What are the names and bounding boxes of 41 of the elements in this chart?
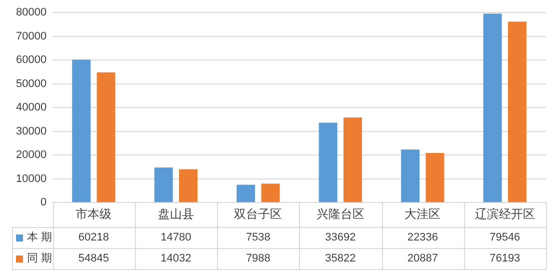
y-tick-label: 60000	[16, 54, 47, 66]
data-label: 54845	[78, 252, 110, 265]
bar	[318, 122, 338, 202]
data-label: 76193	[490, 252, 520, 265]
bar	[401, 150, 420, 202]
x-tick-label: 双台子区	[234, 207, 282, 222]
x-tick-label: 兴隆台区	[316, 207, 364, 222]
y-tick-label: 20000	[16, 149, 47, 162]
bar	[343, 118, 362, 202]
bar	[483, 14, 502, 202]
data-label: 7988	[246, 252, 270, 265]
data-label: 22336	[407, 232, 438, 244]
y-tick-label: 30000	[16, 125, 47, 138]
x-tick-label: 辽滨经开区	[474, 207, 535, 222]
y-tick-label: 10000	[16, 172, 47, 185]
data-label: 20887	[407, 252, 438, 265]
x-tick-label: 大洼区	[404, 207, 441, 222]
legend-label: 同 期	[27, 252, 52, 265]
data-label: 14780	[160, 232, 192, 244]
bar	[426, 152, 444, 202]
bar	[236, 184, 256, 202]
bar	[261, 184, 280, 202]
y-tick-label: 80000	[16, 6, 47, 19]
data-label: 60218	[78, 232, 110, 244]
bar	[96, 72, 116, 202]
y-tick-label: 50000	[16, 78, 47, 90]
data-label: 79546	[490, 232, 520, 244]
x-tick-label: 盘山县	[158, 207, 194, 222]
bar	[72, 60, 91, 202]
legend-label: 本 期	[27, 230, 52, 244]
data-label: 7538	[246, 232, 270, 244]
y-tick-label: 70000	[16, 30, 47, 42]
bar	[154, 168, 173, 202]
y-tick-label: 40000	[16, 102, 47, 114]
y-tick-label: 0	[40, 196, 47, 209]
bar	[179, 169, 198, 202]
data-label: 35822	[325, 252, 356, 265]
x-tick-label: 市本级	[76, 207, 112, 222]
bar	[508, 22, 526, 202]
data-label: 14032	[160, 252, 192, 265]
data-label: 33692	[325, 232, 356, 244]
